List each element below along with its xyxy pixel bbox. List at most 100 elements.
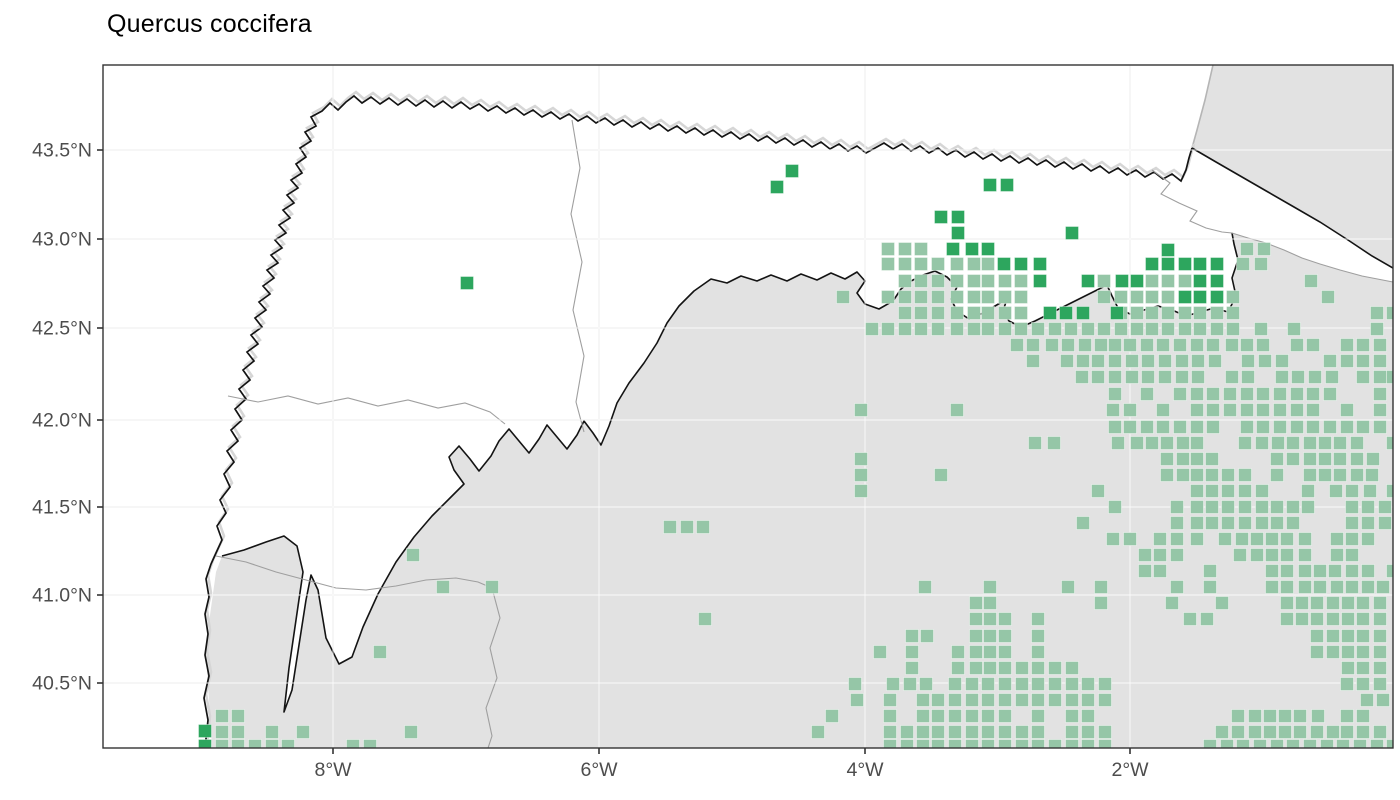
occurrence-cell-light: [1313, 564, 1327, 578]
occurrence-cell-light: [1340, 354, 1354, 368]
occurrence-cell-dark: [1033, 274, 1047, 288]
occurrence-cell-light: [1293, 709, 1307, 723]
occurrence-cell-light: [969, 596, 983, 610]
occurrence-cell-light: [1356, 596, 1370, 610]
occurrence-cell-light: [967, 322, 981, 336]
occurrence-cell-light: [1015, 725, 1029, 739]
occurrence-cell-light: [1031, 693, 1045, 707]
occurrence-cell-light: [931, 306, 945, 320]
occurrence-cell-light: [1340, 420, 1354, 434]
occurrence-cell-light: [1257, 242, 1271, 256]
occurrence-cell-light: [1123, 338, 1137, 352]
occurrence-cell-light: [1373, 387, 1387, 401]
occurrence-cell-light: [950, 257, 964, 271]
occurrence-cell-light: [965, 739, 979, 748]
occurrence-cell-light: [1255, 500, 1269, 514]
occurrence-cell-light: [1106, 532, 1120, 546]
occurrence-cell-light: [1114, 290, 1128, 304]
occurrence-cell-light: [1340, 403, 1354, 417]
occurrence-cell-light: [1256, 403, 1270, 417]
occurrence-cell-dark: [983, 178, 997, 192]
occurrence-cell-dark: [1210, 257, 1224, 271]
occurrence-cell-light: [1065, 661, 1079, 675]
occurrence-cell-light: [1206, 387, 1220, 401]
occurrence-cell-light: [1226, 306, 1240, 320]
occurrence-cell-light: [898, 290, 912, 304]
occurrence-cell-light: [1241, 370, 1255, 384]
occurrence-cell-light: [1254, 257, 1268, 271]
occurrence-cell-light: [983, 645, 997, 659]
occurrence-cell-light: [1235, 532, 1249, 546]
occurrence-cell-light: [1015, 739, 1029, 748]
occurrence-cell-light: [914, 242, 928, 256]
occurrence-cell-light: [881, 242, 895, 256]
occurrence-cell-light: [1270, 516, 1284, 530]
occurrence-cell-light: [1333, 452, 1347, 466]
occurrence-cell-light: [981, 709, 995, 723]
occurrence-cell-light: [1365, 468, 1379, 482]
occurrence-cell-light: [1356, 645, 1370, 659]
occurrence-cell-light: [1280, 612, 1294, 626]
france-border: [1191, 147, 1393, 269]
occurrence-cell-light: [1191, 370, 1205, 384]
occurrence-cell-light: [1323, 420, 1337, 434]
occurrence-cell-light: [905, 629, 919, 643]
occurrence-cell-light: [950, 274, 964, 288]
occurrence-cell-dark: [951, 226, 965, 240]
occurrence-cell-light: [215, 725, 229, 739]
occurrence-cell-light: [1341, 596, 1355, 610]
occurrence-cell-light: [1345, 516, 1359, 530]
occurrence-cell-light: [1236, 257, 1250, 271]
occurrence-cell-light: [1175, 370, 1189, 384]
occurrence-cell-light: [296, 725, 310, 739]
occurrence-cell-light: [1326, 612, 1340, 626]
occurrence-cell-light: [1061, 338, 1075, 352]
occurrence-cell-light: [969, 612, 983, 626]
occurrence-cell-light: [1366, 452, 1380, 466]
occurrence-cell-light: [1170, 500, 1184, 514]
occurrence-cell-light: [1205, 500, 1219, 514]
occurrence-cell-light: [1206, 403, 1220, 417]
occurrence-cell-light: [1270, 452, 1284, 466]
occurrence-cell-dark: [1178, 290, 1192, 304]
occurrence-cell-light: [1238, 436, 1252, 450]
occurrence-cell-light: [1026, 354, 1040, 368]
occurrence-cell-light: [1141, 370, 1155, 384]
occurrence-cell-light: [1031, 322, 1045, 336]
occurrence-cell-light: [1098, 677, 1112, 691]
occurrence-cell-light: [1170, 548, 1184, 562]
occurrence-cell-light: [1138, 548, 1152, 562]
occurrence-cell-light: [404, 725, 418, 739]
occurrence-cell-light: [1081, 709, 1095, 723]
occurrence-cell-light: [436, 580, 450, 594]
occurrence-cell-light: [881, 322, 895, 336]
occurrence-cell-light: [1108, 338, 1122, 352]
occurrence-cell-light: [1330, 532, 1344, 546]
occurrence-cell-dark: [1193, 290, 1207, 304]
occurrence-cell-light: [1178, 274, 1192, 288]
occurrence-cell-dark: [460, 276, 474, 290]
occurrence-cell-light: [1373, 338, 1387, 352]
occurrence-cell-light: [1326, 725, 1340, 739]
occurrence-cell-light: [1328, 564, 1342, 578]
occurrence-cell-light: [1161, 274, 1175, 288]
occurrence-cell-light: [1280, 596, 1294, 610]
occurrence-cell-light: [931, 274, 945, 288]
occurrence-cell-light: [1310, 725, 1324, 739]
occurrence-cell-light: [1183, 612, 1197, 626]
occurrence-cell-light: [1048, 322, 1062, 336]
occurrence-cell-light: [680, 520, 694, 534]
occurrence-cell-light: [903, 677, 917, 691]
occurrence-cell-light: [1048, 661, 1062, 675]
occurrence-cell-light: [1278, 709, 1292, 723]
occurrence-cell-light: [1361, 580, 1375, 594]
occurrence-cell-light: [1226, 322, 1240, 336]
occurrence-cell-light: [1386, 306, 1393, 320]
occurrence-cell-light: [1191, 354, 1205, 368]
occurrence-cell-light: [1256, 420, 1270, 434]
x-tick-label: 2°W: [1111, 759, 1149, 781]
occurrence-cell-light: [1130, 290, 1144, 304]
occurrence-cell-light: [1130, 306, 1144, 320]
occurrence-cell-light: [969, 629, 983, 643]
occurrence-cell-light: [1130, 322, 1144, 336]
